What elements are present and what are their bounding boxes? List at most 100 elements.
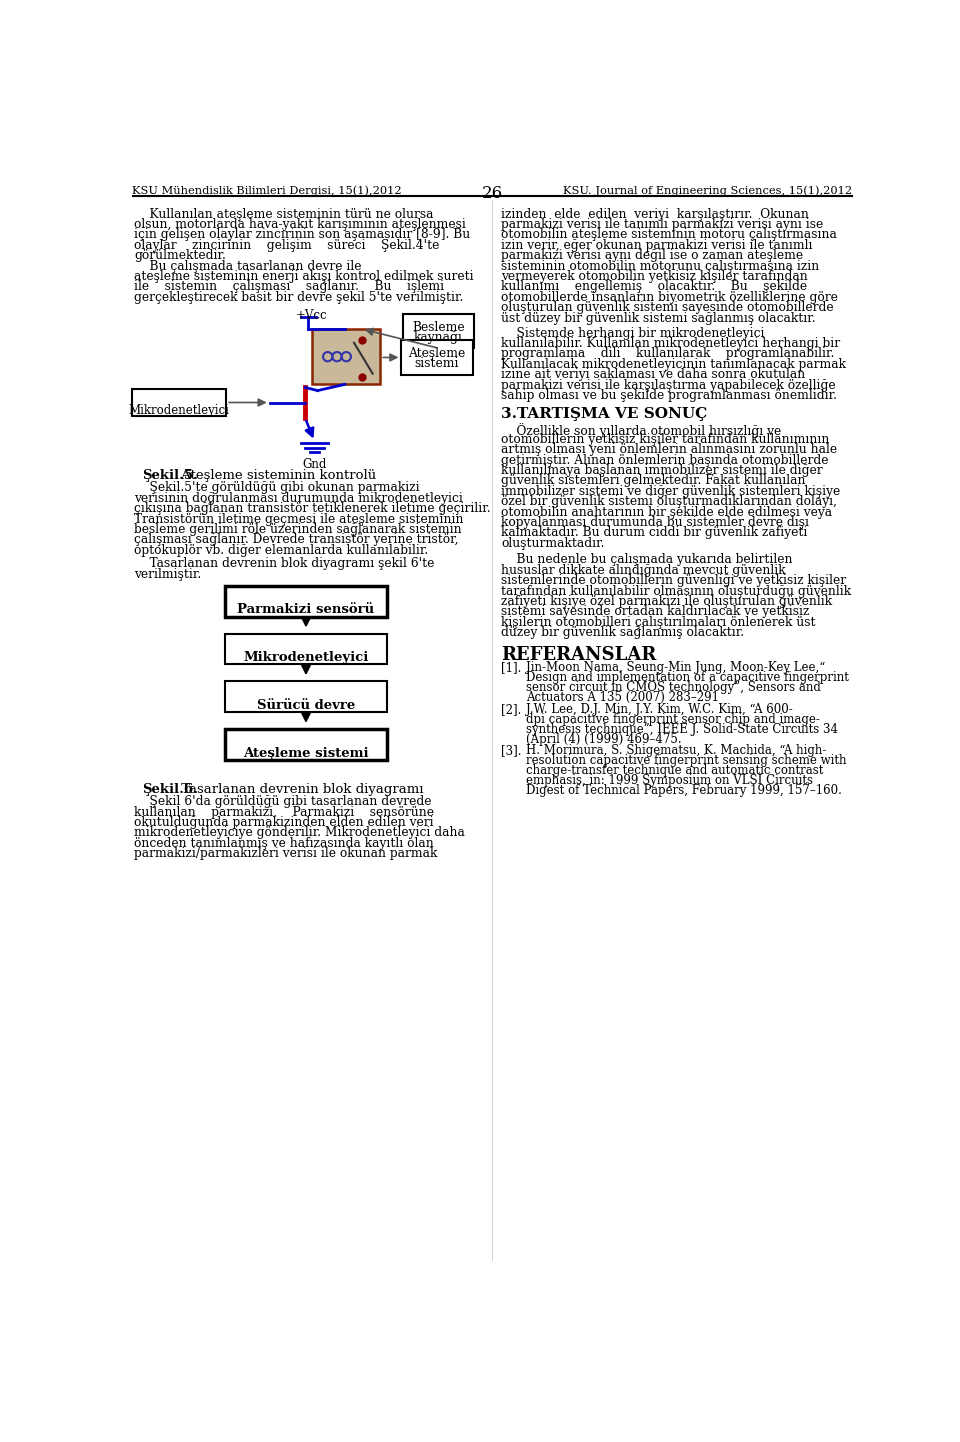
Text: Şekil.5.: Şekil.5. <box>142 469 198 482</box>
Text: Digest of Technical Papers, February 1999, 157–160.: Digest of Technical Papers, February 199… <box>526 784 842 797</box>
Text: 26: 26 <box>481 186 503 202</box>
Text: sistemi: sistemi <box>415 356 459 369</box>
Text: Gnd: Gnd <box>302 459 326 472</box>
Text: H. Morimura, S. Shigematsu, K. Machida, “A high-: H. Morimura, S. Shigematsu, K. Machida, … <box>526 744 827 757</box>
FancyBboxPatch shape <box>225 633 388 665</box>
Text: vermeyerek otomobilin yetkisiz kişiler tarafından: vermeyerek otomobilin yetkisiz kişiler t… <box>501 270 808 283</box>
Text: üst düzey bir güvenlik sistemi sağlanmış olacaktır.: üst düzey bir güvenlik sistemi sağlanmış… <box>501 311 816 324</box>
Text: immobilizer sistemi ve diğer güvenlik sistemleri kişiye: immobilizer sistemi ve diğer güvenlik si… <box>501 485 841 497</box>
Text: mikrodenetleyiciye gönderilir. Mikrodenetleyici daha: mikrodenetleyiciye gönderilir. Mikrodene… <box>134 826 465 839</box>
Text: olaylar    zincirinin    gelişim    süreci    Şekil.4'te: olaylar zincirinin gelişim süreci Şekil.… <box>134 239 440 252</box>
Text: parmakizi/parmakizleri verisi ile okunan parmak: parmakizi/parmakizleri verisi ile okunan… <box>134 846 438 861</box>
Text: Özellikle son yıllarda otomobil hırsızlığı ve: Özellikle son yıllarda otomobil hırsızlı… <box>501 423 781 437</box>
Text: Tasarlanan devrenin blok diyagramı: Tasarlanan devrenin blok diyagramı <box>177 783 423 796</box>
Text: kullanılan    parmakizi,    Parmakizi    sensörüne: kullanılan parmakizi, Parmakizi sensörün… <box>134 806 434 819</box>
Text: Besleme: Besleme <box>412 322 465 335</box>
Text: güvenlik sistemleri gelmektedir. Fakat kullanılan: güvenlik sistemleri gelmektedir. Fakat k… <box>501 474 805 487</box>
Text: optokuplör vb. diğer elemanlarda kullanılabilir.: optokuplör vb. diğer elemanlarda kullanı… <box>134 544 428 557</box>
Text: synthesis technique”, IEEE J. Solid-State Circuits 34: synthesis technique”, IEEE J. Solid-Stat… <box>526 722 838 735</box>
FancyBboxPatch shape <box>132 389 227 417</box>
Text: Şekil.6.: Şekil.6. <box>142 783 198 796</box>
Text: parmakizi verisi ile tanımlı parmakizi verisi aynı ise: parmakizi verisi ile tanımlı parmakizi v… <box>501 218 824 231</box>
FancyBboxPatch shape <box>225 681 388 712</box>
Text: otomobillerin yetkisiz kişiler tarafından kullanımının: otomobillerin yetkisiz kişiler tarafında… <box>501 433 829 446</box>
Text: izinden  elde  edilen  veriyi  karşılaştırır.  Okunan: izinden elde edilen veriyi karşılaştırır… <box>501 208 809 221</box>
Text: olsun, motorlarda hava-yakıt karışımının ateşlenmesi: olsun, motorlarda hava-yakıt karışımının… <box>134 218 466 231</box>
Text: otomobilin anahtarının bir şekilde elde edilmesi veya: otomobilin anahtarının bir şekilde elde … <box>501 506 832 519</box>
Text: Şekil 6'da görüldüğü gibi tasarlanan devrede: Şekil 6'da görüldüğü gibi tasarlanan dev… <box>134 795 431 808</box>
Text: Design and implementation of a capacitive fingerprint: Design and implementation of a capacitiv… <box>526 671 849 685</box>
Text: Kullanılan ateşleme sisteminin türü ne olursa: Kullanılan ateşleme sisteminin türü ne o… <box>134 208 434 221</box>
Text: charge-transfer technique and automatic contrast: charge-transfer technique and automatic … <box>526 764 824 777</box>
Text: verilmiştir.: verilmiştir. <box>134 568 202 581</box>
Text: Mikrodenetleyici: Mikrodenetleyici <box>243 652 369 665</box>
Text: otomobilin ateşleme sisteminin motoru çalıştırmasına: otomobilin ateşleme sisteminin motoru ça… <box>501 228 837 241</box>
Text: parmakizi verisi aynı değil ise o zaman ateşleme: parmakizi verisi aynı değil ise o zaman … <box>501 249 804 262</box>
Text: görülmektedir.: görülmektedir. <box>134 249 226 262</box>
Text: parmakizi verisi ile karşılaştırma yapabilecek özelliğe: parmakizi verisi ile karşılaştırma yapab… <box>501 379 836 392</box>
Text: sistemlerinde otomobillerin güvenliği ve yetkisiz kişiler: sistemlerinde otomobillerin güvenliği ve… <box>501 574 847 587</box>
Text: Bu çalışmada tasarlanan devre ile: Bu çalışmada tasarlanan devre ile <box>134 260 362 273</box>
Text: Bu nedenle bu çalışmada yukarıda belirtilen: Bu nedenle bu çalışmada yukarıda belirti… <box>501 554 793 567</box>
Text: Actuators A 135 (2007) 283–291: Actuators A 135 (2007) 283–291 <box>526 691 719 704</box>
Text: kullanımı    engellemiş    olacaktır.    Bu    şekilde: kullanımı engellemiş olacaktır. Bu şekil… <box>501 280 807 294</box>
Text: hususlar dikkate alındığında mevcut güvenlik: hususlar dikkate alındığında mevcut güve… <box>501 564 786 577</box>
Text: için gelişen olaylar zincirinin son aşamasıdır [8-9]. Bu: için gelişen olaylar zincirinin son aşam… <box>134 228 470 241</box>
Text: Parmakizi sensörü: Parmakizi sensörü <box>237 603 374 617</box>
Text: Sürücü devre: Sürücü devre <box>257 699 355 712</box>
Text: Tasarlanan devrenin blok diyagramı şekil 6'te: Tasarlanan devrenin blok diyagramı şekil… <box>134 557 434 570</box>
FancyBboxPatch shape <box>403 313 474 348</box>
Text: zafiyeti kişiye özel parmakizi ile oluşturulan güvenlik: zafiyeti kişiye özel parmakizi ile oluşt… <box>501 596 832 609</box>
Text: otomobillerde insanların biyometrik özelliklerine göre: otomobillerde insanların biyometrik özel… <box>501 291 838 304</box>
Text: [1].: [1]. <box>501 662 521 675</box>
Text: ateşleme sisteminin enerji akışı kontrol edilmek sureti: ateşleme sisteminin enerji akışı kontrol… <box>134 270 473 283</box>
Text: Jin-Moon Nama, Seung-Min Jung, Moon-Key Lee,“: Jin-Moon Nama, Seung-Min Jung, Moon-Key … <box>526 662 826 675</box>
Text: Ateşleme sistemi: Ateşleme sistemi <box>243 747 369 760</box>
Text: KSU. Journal of Engineering Sciences, 15(1),2012: KSU. Journal of Engineering Sciences, 15… <box>564 186 852 196</box>
Text: Şekil.5'te görüldüğü gibi okunan parmakizi: Şekil.5'te görüldüğü gibi okunan parmaki… <box>134 482 420 495</box>
Text: Sistemde herhangi bir mikrodenetleyici: Sistemde herhangi bir mikrodenetleyici <box>501 327 765 340</box>
Text: J.W. Lee, D.J. Min, J.Y. Kim, W.C. Kim, “A 600-: J.W. Lee, D.J. Min, J.Y. Kim, W.C. Kim, … <box>526 702 793 715</box>
Text: (April (4) (1999) 469–475.: (April (4) (1999) 469–475. <box>526 733 682 746</box>
Text: Ateşleme sisteminin kontrolü: Ateşleme sisteminin kontrolü <box>177 469 375 482</box>
Text: resolution capacitive fingerprint sensing scheme with: resolution capacitive fingerprint sensin… <box>526 754 847 767</box>
Text: ile    sistemin    çalışması    sağlanır.    Bu    işlemi: ile sistemin çalışması sağlanır. Bu işle… <box>134 280 444 294</box>
Text: önceden tanımlanmış ve hafızasında kayıtlı olan: önceden tanımlanmış ve hafızasında kayıt… <box>134 836 434 849</box>
FancyBboxPatch shape <box>312 329 380 385</box>
Text: getirmiştir. Alınan önlemlerin başında otomobillerde: getirmiştir. Alınan önlemlerin başında o… <box>501 454 828 467</box>
Text: Transistörün iletime geçmesi ile ateşleme sisteminin: Transistörün iletime geçmesi ile ateşlem… <box>134 512 464 526</box>
Text: sistemi sayesinde ortadan kaldırılacak ve yetkisiz: sistemi sayesinde ortadan kaldırılacak v… <box>501 606 809 619</box>
Text: sahip olması ve bu şekilde programlanması önemlidir.: sahip olması ve bu şekilde programlanmas… <box>501 389 837 402</box>
Text: izine ait veriyi saklaması ve daha sonra okutulan: izine ait veriyi saklaması ve daha sonra… <box>501 368 805 381</box>
Text: oluşturmaktadır.: oluşturmaktadır. <box>501 536 605 549</box>
Text: gerçekleştirecek basit bir devre şekil 5'te verilmiştir.: gerçekleştirecek basit bir devre şekil 5… <box>134 291 464 304</box>
Text: kopyalanması durumunda bu sistemler devre dışı: kopyalanması durumunda bu sistemler devr… <box>501 516 809 529</box>
Text: Ateşleme: Ateşleme <box>408 348 466 360</box>
Text: tarafından kullanılabilir olmasının oluşturduğu güvenlik: tarafından kullanılabilir olmasının oluş… <box>501 584 852 597</box>
Text: çıkışına bağlanan transistör tetiklenerek iletime geçirilir.: çıkışına bağlanan transistör tetiklenere… <box>134 502 491 515</box>
Text: sisteminin otomobilin motorunu çalıştırmasına izin: sisteminin otomobilin motorunu çalıştırm… <box>501 260 820 273</box>
Text: programlama    dili    kullanılarak    programlanabilir.: programlama dili kullanılarak programlan… <box>501 348 834 360</box>
Text: artmış olması yeni önlemlerin alınmasını zorunlu hale: artmış olması yeni önlemlerin alınmasını… <box>501 443 837 456</box>
Text: sensor circuit in CMOS technology”, Sensors and: sensor circuit in CMOS technology”, Sens… <box>526 681 821 694</box>
FancyBboxPatch shape <box>225 730 388 760</box>
Text: kalmaktadır. Bu durum ciddi bir güvenlik zafiyeti: kalmaktadır. Bu durum ciddi bir güvenlik… <box>501 526 807 539</box>
Text: besleme gerilimi röle üzerinden sağlanarak sistemin: besleme gerilimi röle üzerinden sağlanar… <box>134 523 462 536</box>
Text: 3.TARTIŞMA VE SONUÇ: 3.TARTIŞMA VE SONUÇ <box>501 407 708 421</box>
FancyBboxPatch shape <box>225 585 388 617</box>
FancyBboxPatch shape <box>401 340 473 375</box>
Text: KSU Mühendislik Bilimleri Dergisi, 15(1),2012: KSU Mühendislik Bilimleri Dergisi, 15(1)… <box>132 186 401 196</box>
Text: [3].: [3]. <box>501 744 522 757</box>
Text: dpi capacitive fingerprint sensor chip and image-: dpi capacitive fingerprint sensor chip a… <box>526 712 820 725</box>
Text: kişilerin otomobilleri çalıştırılmaları önlenerek üst: kişilerin otomobilleri çalıştırılmaları … <box>501 616 816 629</box>
Text: kaynağı: kaynağı <box>414 330 463 343</box>
Text: REFERANSLAR: REFERANSLAR <box>501 646 657 663</box>
Text: izin verir, eğer okunan parmakizi verisi ile tanımlı: izin verir, eğer okunan parmakizi verisi… <box>501 239 813 252</box>
Text: verisinin doğrulanması durumunda mikrodenetleyici: verisinin doğrulanması durumunda mikrode… <box>134 492 463 505</box>
Text: okutulduğunda parmakizinden elden edilen veri: okutulduğunda parmakizinden elden edilen… <box>134 816 434 829</box>
Text: emphasis, in: 1999 Symposium on VLSI Circuits: emphasis, in: 1999 Symposium on VLSI Cir… <box>526 774 813 787</box>
Text: Kullanılacak mikrodenetleyicinin tanımlanacak parmak: Kullanılacak mikrodenetleyicinin tanımla… <box>501 358 847 371</box>
Text: [2].: [2]. <box>501 702 521 715</box>
Text: özel bir güvenlik sistemi oluşturmadıklarından dolayı,: özel bir güvenlik sistemi oluşturmadıkla… <box>501 495 837 508</box>
Text: Mikrodenetleyici: Mikrodenetleyici <box>129 404 229 417</box>
